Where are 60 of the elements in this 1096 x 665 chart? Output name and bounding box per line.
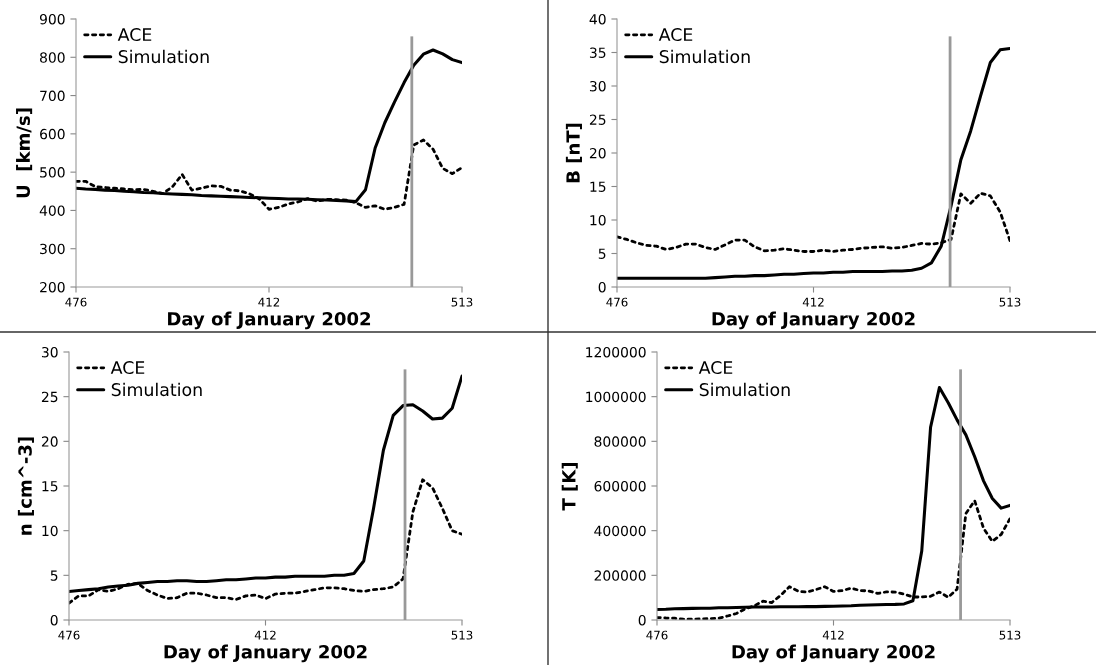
- y-tick-label: 1200000: [586, 346, 646, 358]
- y-axis-title: U [km/s]: [16, 108, 33, 198]
- y-tick-label: 700: [40, 90, 65, 102]
- y-tick-label: 1000000: [586, 391, 646, 403]
- y-axis-title: T [K]: [561, 463, 578, 511]
- y-tick-label: 35: [589, 47, 606, 58]
- y-tick-label: 900: [39, 13, 65, 25]
- y-tick-label: 200: [40, 281, 65, 293]
- x-tick-label: 412: [254, 630, 276, 640]
- y-tick-label: 500: [40, 167, 65, 178]
- y-tick-label: 0: [638, 614, 646, 626]
- y-tick-label: 400: [39, 205, 65, 216]
- legend-label: Simulation: [699, 382, 790, 397]
- x-axis-title: Day of January 2002: [164, 644, 367, 663]
- x-tick-label: 412: [802, 297, 824, 307]
- y-axis-title: n [cm^-3]: [17, 437, 34, 535]
- x-tick-label: 513: [451, 297, 473, 307]
- x-axis-title: Day of January 2002: [712, 311, 915, 330]
- y-tick-label: 0: [598, 281, 606, 293]
- y-tick-label: 20: [41, 436, 58, 447]
- legend-label: Simulation: [118, 49, 209, 64]
- y-tick-label: 30: [589, 80, 606, 92]
- x-tick-label: 412: [258, 297, 280, 307]
- y-tick-label: 0: [50, 614, 58, 626]
- y-axis-title: B [nT]: [565, 123, 582, 183]
- x-tick-label: 476: [646, 630, 668, 640]
- legend-label: ACE: [658, 27, 693, 42]
- legend-label: ACE: [117, 27, 152, 42]
- y-tick-label: 600: [40, 128, 65, 140]
- x-tick-label: 476: [58, 630, 80, 640]
- legend-label: Simulation: [111, 382, 202, 397]
- x-tick-label: 513: [451, 630, 473, 640]
- y-tick-label: 20: [589, 147, 606, 159]
- x-tick-label: 476: [606, 297, 628, 307]
- y-tick-label: 15: [590, 181, 606, 192]
- y-tick-label: 10: [42, 525, 58, 537]
- x-axis-title: Day of January 2002: [732, 644, 935, 663]
- x-tick-label: 513: [999, 630, 1021, 640]
- legend-label: ACE: [698, 360, 733, 375]
- x-tick-label: 513: [999, 297, 1021, 307]
- y-tick-label: 200000: [594, 570, 646, 581]
- y-tick-label: 5: [598, 248, 606, 259]
- y-tick-label: 40: [589, 13, 606, 25]
- y-tick-label: 15: [42, 481, 58, 492]
- y-tick-label: 25: [41, 391, 58, 403]
- x-tick-label: 476: [65, 297, 87, 307]
- y-tick-label: 600000: [594, 480, 646, 492]
- legend-label: ACE: [110, 360, 145, 375]
- y-tick-label: 400000: [594, 525, 646, 537]
- y-tick-label: 5: [50, 570, 58, 581]
- x-tick-label: 412: [822, 630, 844, 640]
- x-axis-title: Day of January 2002: [168, 311, 371, 330]
- legend-label: Simulation: [659, 49, 750, 64]
- y-tick-label: 25: [589, 114, 606, 125]
- y-tick-label: 800000: [594, 436, 646, 447]
- y-tick-label: 10: [590, 214, 606, 226]
- y-tick-label: 30: [41, 346, 58, 358]
- y-tick-label: 800: [40, 52, 65, 63]
- line-series: [617, 46, 1010, 280]
- y-tick-label: 300: [40, 243, 65, 255]
